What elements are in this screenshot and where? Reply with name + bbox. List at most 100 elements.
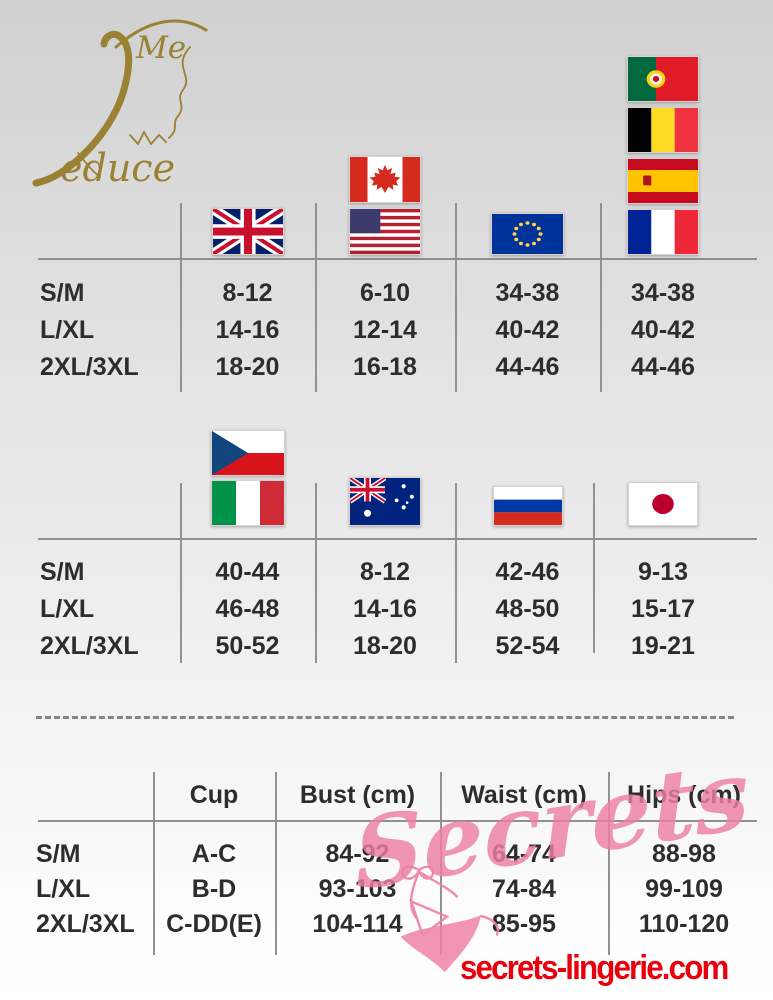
logo-word-bottom: educe <box>60 146 175 190</box>
size-value: 48-50 <box>495 595 560 623</box>
column-header-waist: Waist (cm) <box>461 780 587 809</box>
cup-value: C-DD(E) <box>166 910 262 938</box>
australia-flag-icon <box>349 477 421 526</box>
italy-flag-icon <box>210 480 285 526</box>
hips-value: 99-109 <box>645 875 723 903</box>
column-divider <box>593 483 595 653</box>
eu-flag-icon <box>491 213 564 255</box>
eu-flag-cell <box>455 55 600 259</box>
column-divider <box>315 483 317 663</box>
belgium-flag-icon <box>627 107 699 153</box>
canada-flag-icon <box>349 156 421 203</box>
column-divider <box>180 203 182 392</box>
measurements-table: Cup Bust (cm) Waist (cm) Hips (cm) S/M A… <box>30 770 760 960</box>
uk-flag-cell <box>180 55 315 259</box>
column-divider <box>608 772 610 955</box>
size-value: 19-21 <box>631 632 695 660</box>
size-value: 34-38 <box>631 279 695 307</box>
size-label: S/M <box>36 840 81 868</box>
table-row: S/M 8-12 6-10 34-38 34-38 <box>30 275 760 312</box>
hips-value: 110-120 <box>638 910 730 938</box>
europe-flags-cell <box>600 55 760 259</box>
column-divider <box>455 483 457 663</box>
column-divider <box>315 203 317 392</box>
size-label: 2XL/3XL <box>40 632 139 660</box>
canada-usa-flag-cell <box>315 55 455 259</box>
size-label: L/XL <box>40 595 95 623</box>
size-label: L/XL <box>40 316 95 344</box>
size-value: 40-42 <box>495 316 560 344</box>
size-label: L/XL <box>36 875 91 903</box>
size-value: 8-12 <box>359 558 411 586</box>
bust-value: 84-92 <box>325 840 390 868</box>
hips-value: 88-98 <box>652 840 716 868</box>
table-row: L/XL 14-16 12-14 40-42 40-42 <box>30 312 760 349</box>
size-label: 2XL/3XL <box>36 910 135 938</box>
size-value: 52-54 <box>495 632 560 660</box>
size-value: 40-42 <box>631 316 695 344</box>
size-value: 42-46 <box>495 558 560 586</box>
column-divider <box>455 203 457 392</box>
size-value: 6-10 <box>359 279 411 307</box>
size-value: 44-46 <box>631 353 695 381</box>
spain-flag-icon <box>627 158 699 204</box>
size-value: 8-12 <box>222 279 273 307</box>
size-value: 18-20 <box>353 632 417 660</box>
table-row: L/XL B-D 93-103 74-84 99-109 <box>30 872 760 907</box>
column-header-cup: Cup <box>189 780 239 809</box>
waist-value: 74-84 <box>492 875 556 903</box>
size-value: 15-17 <box>631 595 695 623</box>
column-header-bust: Bust (cm) <box>299 780 416 809</box>
table2-rows: S/M 40-44 8-12 42-46 9-13 L/XL 46-48 14-… <box>30 554 760 665</box>
size-value: 14-16 <box>353 595 417 623</box>
table2-header-rule <box>38 538 757 540</box>
table-row: 2XL/3XL 50-52 18-20 52-54 19-21 <box>30 628 760 665</box>
table-row: L/XL 46-48 14-16 48-50 15-17 <box>30 591 760 628</box>
table1-rows: S/M 8-12 6-10 34-38 34-38 L/XL 14-16 12-… <box>30 275 760 386</box>
dashed-divider <box>36 716 734 719</box>
me-seduce-logo: Me educe <box>32 19 208 190</box>
size-value: 12-14 <box>353 316 417 344</box>
russia-flag-cell <box>455 430 600 530</box>
flag-header-row-1 <box>30 55 760 259</box>
face-zigzag-line <box>129 130 167 146</box>
table-row: 2XL/3XL 18-20 16-18 44-46 44-46 <box>30 349 760 386</box>
france-flag-icon <box>627 209 699 255</box>
feather-tail-stroke <box>77 152 101 178</box>
face-profile-line <box>168 46 191 139</box>
size-label: S/M <box>40 279 85 307</box>
size-value: 14-16 <box>215 316 280 344</box>
column-divider <box>153 772 155 955</box>
bikini-watermark-icon <box>400 865 499 973</box>
russia-flag-icon <box>492 486 563 526</box>
cup-value: A-C <box>191 840 237 868</box>
size-value: 44-46 <box>495 353 560 381</box>
international-size-table-1: S/M 8-12 6-10 34-38 34-38 L/XL 14-16 12-… <box>30 55 760 395</box>
column-header-hips: Hips (cm) <box>627 780 741 809</box>
flag-header-row-2 <box>30 430 760 530</box>
bust-value: 93-103 <box>318 875 397 903</box>
table-row: S/M 40-44 8-12 42-46 9-13 <box>30 554 760 591</box>
size-label: S/M <box>40 558 85 586</box>
column-divider <box>275 772 277 955</box>
size-value: 9-13 <box>637 558 689 586</box>
feather-stroke <box>32 30 133 187</box>
measurements-rows: S/M A-C 84-92 64-74 88-98 L/XL B-D 93-10… <box>30 837 760 942</box>
japan-flag-cell <box>600 430 760 530</box>
size-value: 40-44 <box>215 558 280 586</box>
czech-italy-flag-cell <box>180 430 315 530</box>
measurements-header-rule <box>38 820 757 822</box>
size-value: 50-52 <box>215 632 280 660</box>
website-url-text: secrets-lingerie.com <box>460 949 729 987</box>
measurements-header-row: Cup Bust (cm) Waist (cm) Hips (cm) <box>30 770 760 820</box>
bust-value: 104-114 <box>312 910 403 938</box>
size-value: 46-48 <box>215 595 280 623</box>
czech-republic-flag-icon <box>210 430 285 476</box>
waist-value: 64-74 <box>492 840 556 868</box>
table-row: 2XL/3XL C-DD(E) 104-114 85-95 110-120 <box>30 907 760 942</box>
japan-flag-icon <box>628 482 698 526</box>
column-divider <box>440 772 442 955</box>
column-divider <box>180 483 182 663</box>
australia-flag-cell <box>315 430 455 530</box>
